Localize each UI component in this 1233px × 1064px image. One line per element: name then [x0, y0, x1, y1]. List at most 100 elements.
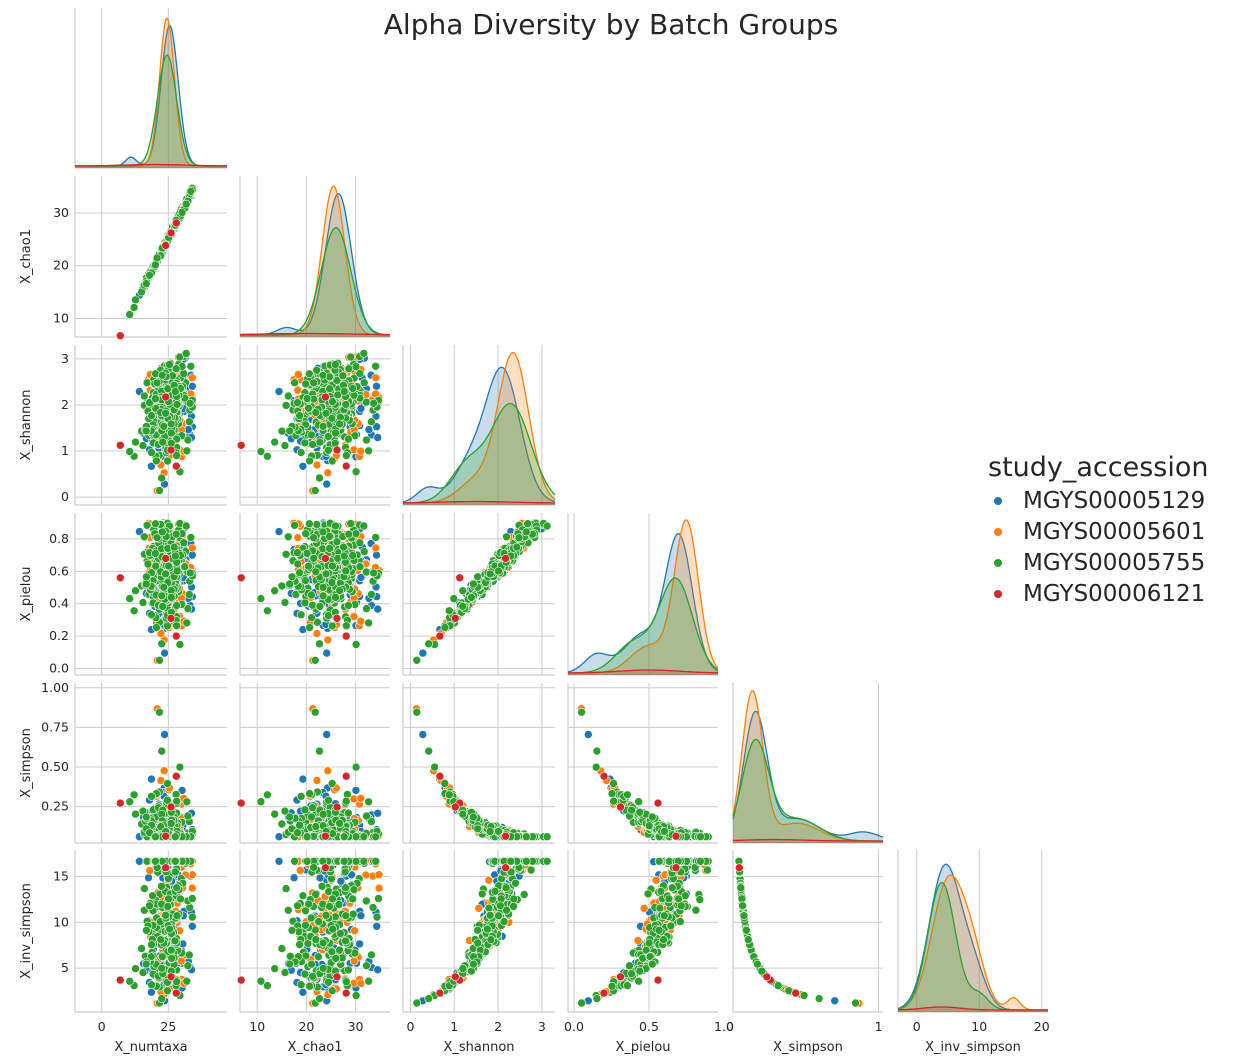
scatter-point: [315, 473, 324, 483]
scatter-point: [163, 456, 172, 466]
scatter-point: [293, 398, 302, 407]
scatter-point: [172, 621, 181, 631]
scatter-point: [166, 419, 176, 429]
scatter-point: [311, 408, 321, 417]
scatter-point: [305, 789, 314, 798]
scatter-point: [116, 573, 125, 583]
scatter-point: [485, 827, 495, 836]
scatter-point: [321, 831, 330, 841]
scatter-point: [339, 832, 349, 842]
scatter-point: [172, 461, 181, 471]
kde-line: [75, 163, 227, 167]
scatter-point: [302, 549, 312, 558]
scatter-point: [364, 425, 374, 434]
scatter-point: [179, 369, 188, 378]
scatter-point: [166, 228, 176, 238]
scatter-point: [294, 370, 303, 379]
scatter-point: [161, 554, 170, 563]
scatter-point: [309, 553, 319, 563]
scatter-point: [473, 572, 482, 582]
scatter-point: [512, 542, 522, 552]
scatter-point: [152, 253, 162, 263]
scatter-point: [295, 568, 304, 578]
scatter-point: [270, 437, 280, 447]
scatter-point: [372, 550, 381, 560]
scatter-point: [256, 447, 266, 456]
scatter-point: [310, 707, 320, 717]
scatter-point: [157, 473, 166, 483]
scatter-point: [469, 579, 478, 589]
scatter-point: [339, 387, 349, 396]
scatter-point: [359, 521, 369, 531]
scatter-point: [373, 808, 383, 818]
scatter-point: [339, 551, 349, 561]
scatter-point: [307, 590, 316, 600]
scatter-point: [312, 776, 322, 785]
scatter-point: [151, 832, 160, 842]
scatter-point: [161, 408, 170, 418]
kde-fill: [75, 55, 227, 168]
scatter-point: [344, 601, 353, 610]
scatter-point: [502, 532, 511, 542]
scatter-point: [309, 533, 318, 543]
scatter-point: [332, 613, 342, 623]
scatter-point: [424, 639, 434, 649]
scatter-point: [140, 532, 149, 542]
scatter-point: [172, 601, 181, 610]
scatter-point: [435, 771, 445, 781]
scatter-point: [335, 586, 344, 595]
scatter-point: [172, 771, 181, 781]
scatter-point: [351, 832, 361, 842]
scatter-point: [327, 456, 337, 466]
scatter-point: [171, 551, 180, 561]
scatter-point: [300, 438, 310, 448]
scatter-point: [346, 352, 356, 362]
scatter-point: [315, 437, 325, 447]
scatter-point: [440, 779, 450, 788]
scatter-point: [485, 569, 495, 579]
scatter-point: [312, 629, 322, 638]
scatter-point: [147, 792, 156, 801]
scatter-point: [171, 529, 181, 539]
scatter-point: [323, 468, 333, 478]
scatter-point: [315, 639, 324, 649]
scatter-point: [339, 542, 348, 552]
scatter-point: [327, 779, 337, 788]
scatter-point: [469, 812, 478, 822]
scatter-point: [351, 529, 361, 539]
scatter-point: [138, 598, 148, 607]
scatter-point: [577, 707, 586, 717]
scatter-point: [310, 486, 320, 495]
scatter-point: [129, 790, 139, 800]
scatter-point: [322, 648, 332, 658]
scatter-point: [325, 384, 334, 394]
scatter-point: [318, 582, 328, 592]
scatter-point: [302, 394, 312, 403]
scatter-point: [157, 639, 166, 649]
scatter-point: [327, 578, 337, 587]
scatter-point: [125, 447, 134, 456]
scatter-point: [338, 371, 348, 381]
scatter-point: [308, 440, 317, 449]
scatter-point: [185, 568, 195, 578]
scatter-point: [304, 403, 313, 413]
scatter-point: [141, 579, 151, 589]
scatter-point: [160, 648, 169, 658]
scatter-point: [169, 542, 179, 552]
scatter-point: [304, 369, 314, 379]
scatter-point: [172, 218, 181, 228]
scatter-point: [325, 544, 334, 553]
scatter-point: [328, 561, 337, 571]
scatter-point: [359, 832, 369, 842]
scatter-point: [293, 533, 303, 542]
scatter-point: [331, 521, 340, 531]
scatter-point: [346, 519, 356, 528]
scatter-point: [318, 370, 328, 380]
scatter-point: [186, 361, 196, 371]
scatter-point: [186, 187, 196, 196]
scatter-point: [542, 521, 552, 531]
scatter-point: [302, 832, 312, 842]
scatter-point: [341, 400, 351, 409]
scatter-point: [125, 310, 134, 319]
scatter-point: [440, 623, 450, 632]
